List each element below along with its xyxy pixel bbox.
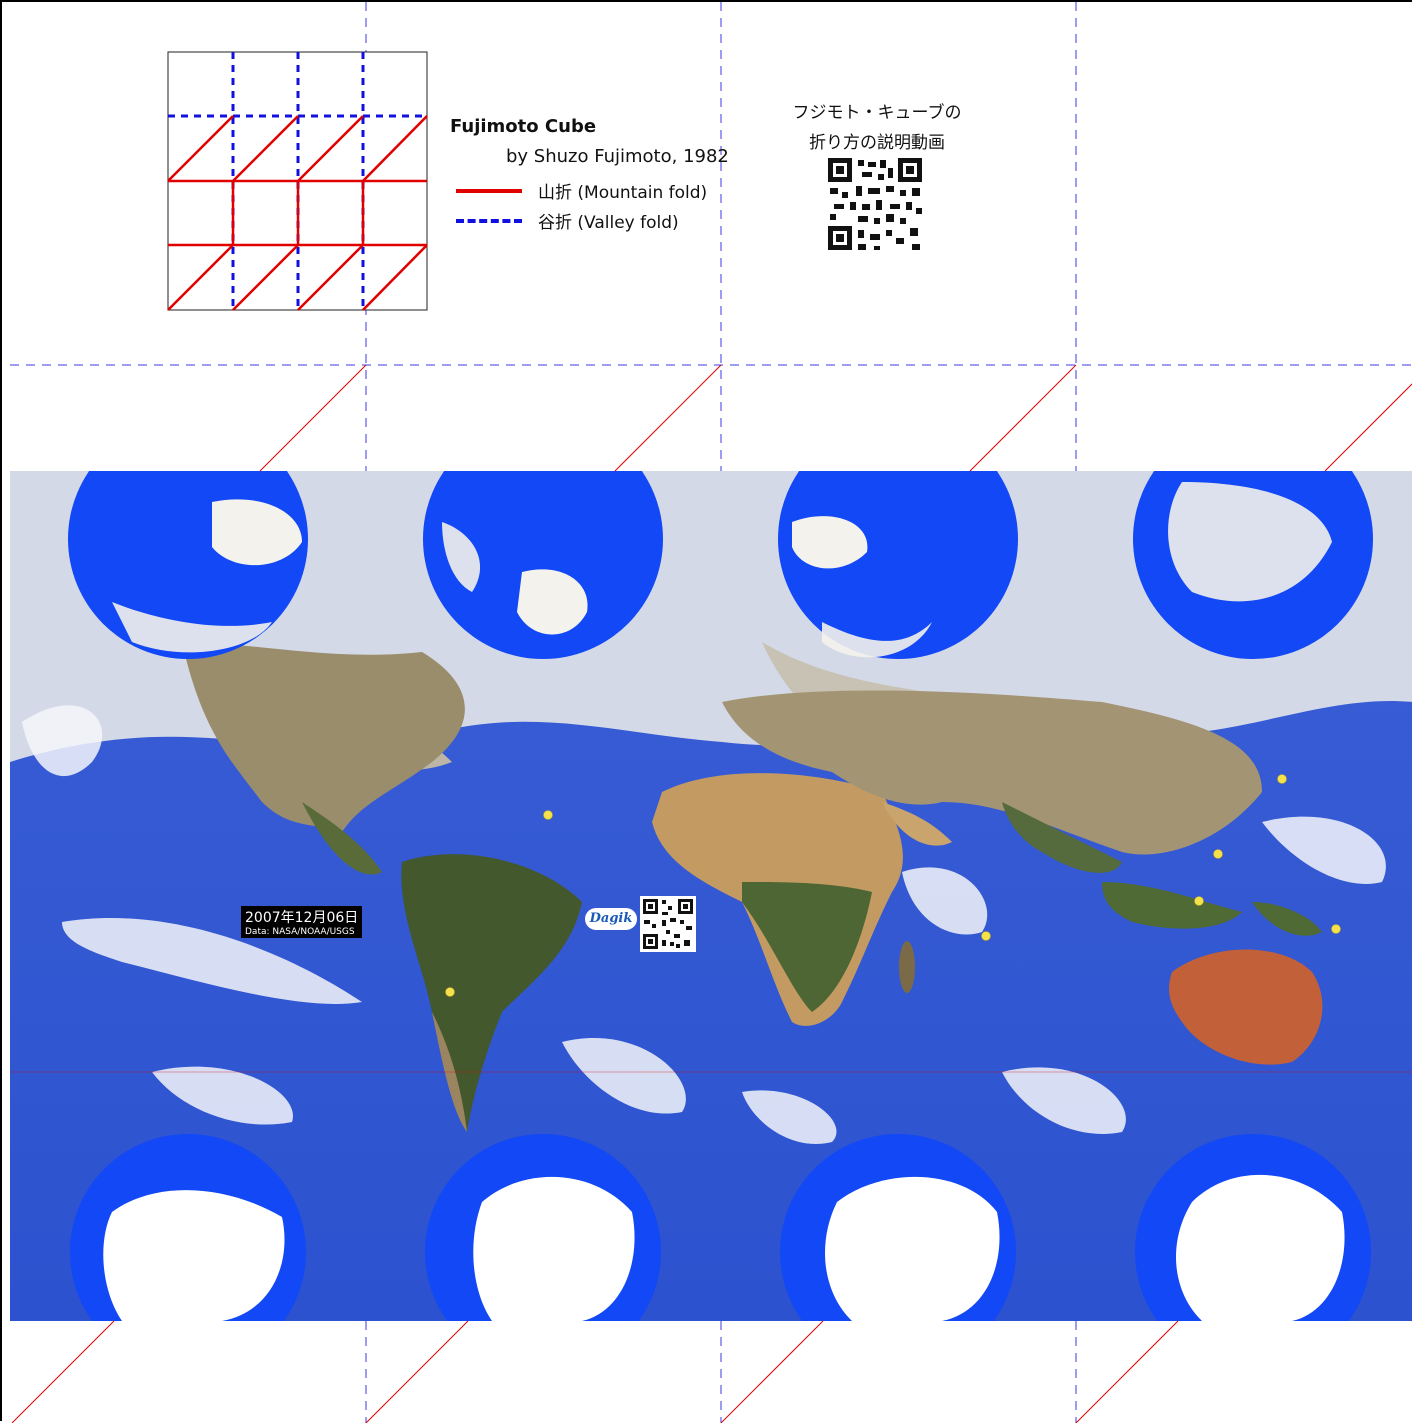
valley-fold-swatch-icon [456,218,522,223]
crease-pattern-diagram [167,51,428,311]
qr-caption: フジモト・キューブの 折り方の説明動画 [772,98,982,158]
valley-fold-label: 谷折 (Valley fold) [538,213,679,233]
mountain-fold-legend: 山折 (Mountain fold) [456,178,707,203]
qr-code-icon [640,896,696,952]
map-date: 2007年12月06日 [245,910,359,926]
world-satellite-map [10,471,1412,1321]
dagik-logo-icon: Dagik [585,908,637,930]
mountain-fold-label: 山折 (Mountain fold) [538,183,708,203]
map-credit: Data: NASA/NOAA/USGS [245,927,355,937]
north-polar-disks [68,471,1373,659]
qr-code-icon [828,158,924,252]
mountain-fold-swatch-icon [456,188,522,193]
valley-fold-lines [10,2,1412,1423]
station-markers [445,774,1341,997]
fold-legend: Fujimoto Cube by Shuzo Fujimoto, 1982 山折… [450,116,729,233]
south-polar-disks [70,1134,1371,1321]
qr-caption-line2: 折り方の説明動画 [809,133,945,153]
map-date-stamp: 2007年12月06日 Data: NASA/NOAA/USGS [241,906,363,938]
legend-title: Fujimoto Cube [450,116,597,137]
mountain-fold-lines [10,364,1412,1423]
legend-byline: by Shuzo Fujimoto, 1982 [506,146,729,167]
qr-caption-line1: フジモト・キューブの [792,103,962,123]
valley-fold-legend: 谷折 (Valley fold) [456,208,679,233]
